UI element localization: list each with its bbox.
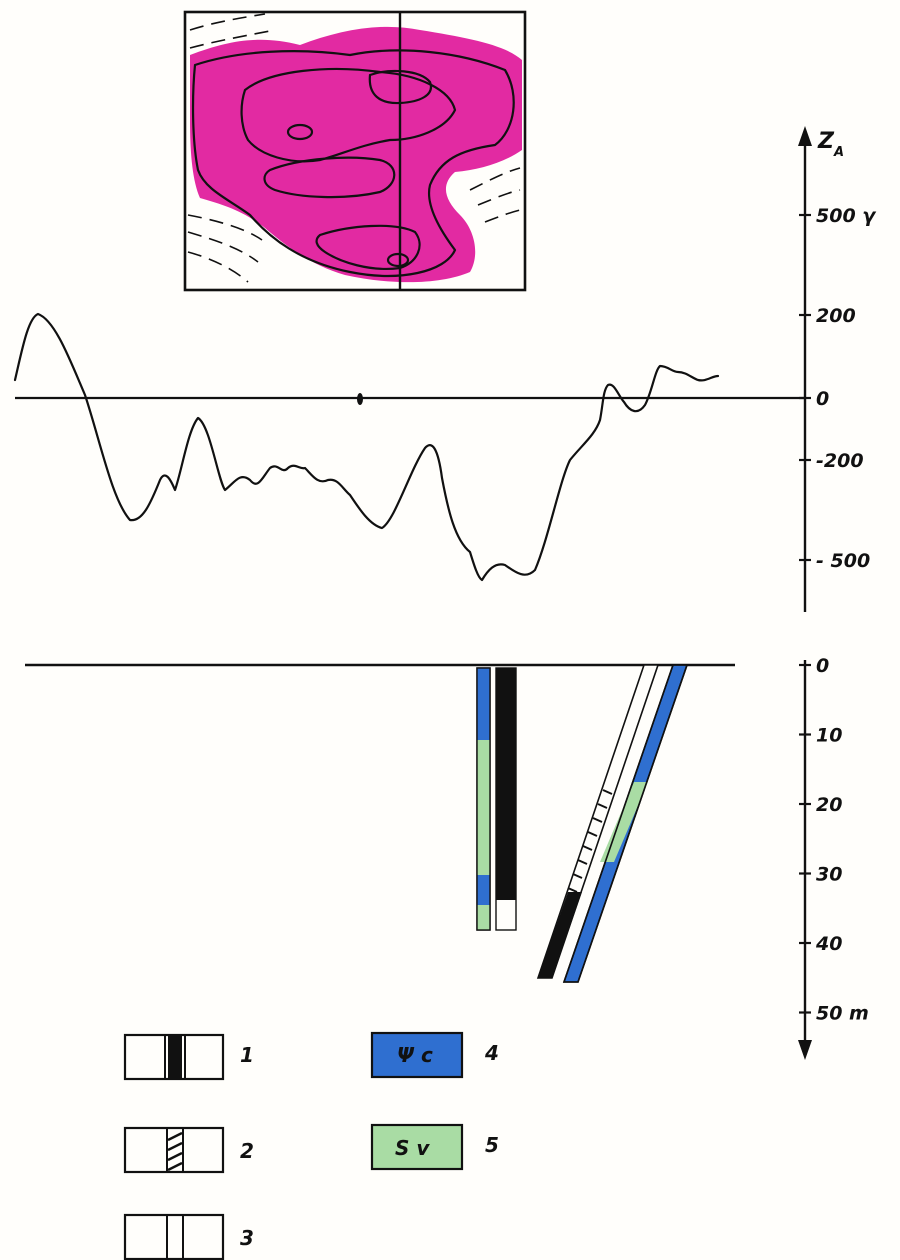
axis-arrow-down-icon [798,1040,812,1060]
negative-contour-1 [189,13,266,31]
depth-axis-tick-label: 10 [816,725,842,747]
legend-number: 4 [484,1041,499,1065]
map-frame [183,10,527,292]
borehole-segment-green [477,740,490,875]
magnetic-axis-tick-label: 0 [816,388,829,410]
negative-contour-6 [469,167,521,191]
magnetic-axis-subscript: A [833,145,844,160]
legend-number: 5 [485,1133,499,1157]
borehole-vertical [476,667,517,931]
borehole-segment-hatched [567,789,613,893]
negative-contour-2 [189,29,276,49]
contour-inner-2 [368,69,433,105]
legend-item-2: 2 [123,1126,254,1174]
magnetic-axis-tick-label: -200 [816,450,864,472]
negative-contour-7 [477,189,521,206]
depth-axis-tick-label: 40 [815,933,842,955]
negative-contour-3 [187,214,263,241]
legend-item-3: 3 [123,1213,254,1260]
depth-axis: 0 10 20 30 40 50 m [798,655,869,1060]
legend-item-5: S v 5 [370,1123,499,1171]
depth-axis-tick-label: 0 [816,655,829,677]
contour-inner-3 [263,156,396,199]
borehole-segment-blue [477,875,490,905]
contour-inner-1 [240,67,457,163]
legend: 1 2 3 Ψ c 4 [123,1031,499,1260]
legend-number: 1 [240,1043,254,1067]
magnetic-axis-tick-label: - 500 [816,550,870,572]
depth-axis-tick-label: 30 [816,864,842,886]
profile-mark [357,393,363,405]
borehole-inclined [536,664,689,983]
contour-small-2 [386,252,410,268]
borehole-segment-green [477,905,490,930]
negative-contour-8 [484,209,521,223]
cross-section [25,663,735,983]
magnetic-axis-label: Z [817,129,835,154]
anomaly-map [183,10,527,292]
legend-number: 3 [240,1226,254,1250]
borehole-segment-black [496,668,516,900]
contour-small-1 [286,123,314,141]
legend-symbol: Ψ c [397,1043,433,1067]
negative-contour-5 [187,251,249,283]
borehole-segment-blue [477,668,490,740]
magnetic-axis-tick-label: 500 γ [816,205,877,227]
borehole-segment-black [538,892,582,978]
profile-curve [13,312,720,582]
legend-item-1: 1 [123,1033,254,1081]
contour-outer [191,49,515,277]
negative-contour-4 [187,231,259,263]
legend-item-4: Ψ c 4 [370,1031,499,1079]
axis-arrow-up-icon [798,126,812,146]
legend-number: 2 [240,1139,254,1163]
depth-axis-tick-label: 20 [816,794,842,816]
magnetic-axis: Z A 500 γ 200 0 -200 - 500 [798,126,877,612]
magnetic-profile [13,312,805,582]
legend-symbol: S v [395,1136,430,1160]
magnetic-axis-tick-label: 200 [816,305,856,327]
depth-axis-tick-label: 50 m [816,1003,869,1025]
